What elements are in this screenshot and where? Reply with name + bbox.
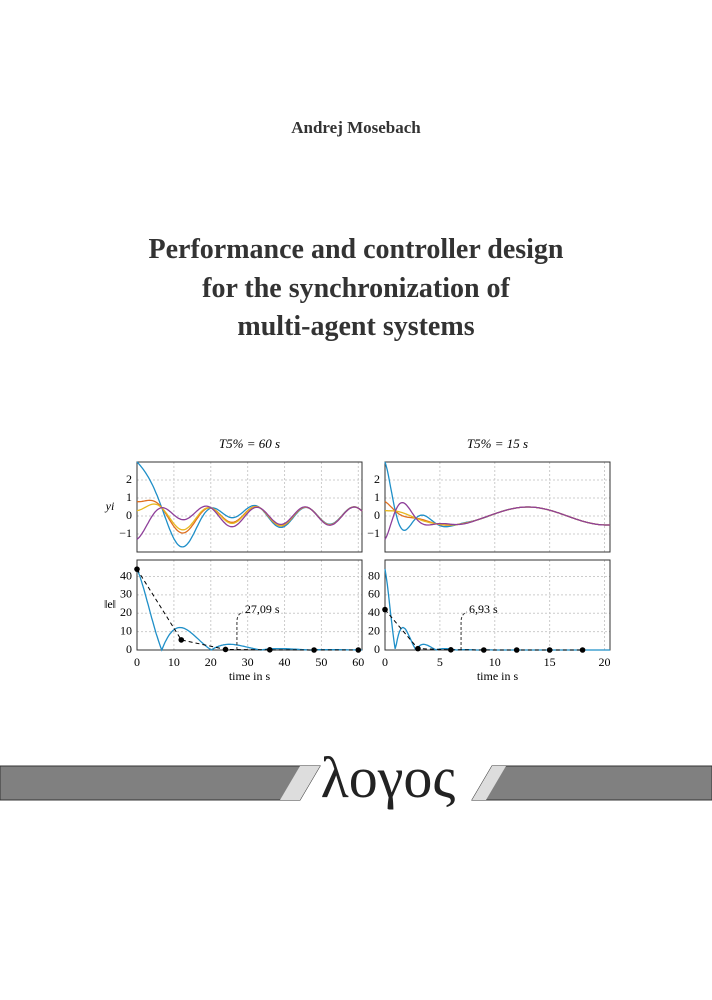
settling-label: 27,09 s — [245, 602, 280, 616]
sample-point — [134, 566, 140, 572]
x-tick-label: 10 — [489, 655, 501, 669]
y-tick-label: 2 — [374, 472, 380, 486]
x-tick-label: 10 — [168, 655, 180, 669]
sample-point — [513, 647, 520, 653]
band-right-tip — [472, 766, 506, 800]
band-left-tip — [280, 766, 320, 800]
panel-title: T5% = 60 s — [219, 436, 280, 451]
publisher-logo: λογος — [321, 745, 456, 810]
y-tick-label: 0 — [374, 508, 380, 522]
band-left — [0, 765, 321, 801]
x-tick-label: 20 — [205, 655, 217, 669]
y-tick-label: 2 — [126, 472, 132, 486]
y-tick-label: 60 — [368, 587, 380, 601]
band-right — [471, 765, 712, 801]
sample-trend — [136, 568, 359, 651]
y-tick-label: 10 — [120, 623, 132, 637]
x-tick-label: 0 — [134, 655, 140, 669]
sample-point — [546, 647, 553, 653]
x-tick-label: 60 — [352, 655, 364, 669]
y-tick-label: 1 — [126, 490, 132, 504]
x-tick-label: 5 — [437, 655, 443, 669]
plot-frame — [136, 559, 363, 651]
y-tick-label: 0 — [126, 508, 132, 522]
settling-label: 6,93 s — [469, 602, 498, 616]
y-tick-label: −1 — [367, 526, 380, 540]
x-tick-label: 0 — [382, 655, 388, 669]
sample-point — [311, 647, 317, 653]
title-line: Performance and controller design — [148, 234, 563, 265]
y-tick-label: 0 — [126, 642, 132, 656]
panel-title: T5% = 15 s — [467, 436, 528, 451]
y-tick-label: 40 — [368, 605, 380, 619]
sample-point — [222, 646, 229, 653]
y-tick-label: 40 — [120, 568, 132, 582]
author: Andrej Mosebach — [291, 118, 421, 137]
plot-frame — [136, 461, 363, 553]
sample-point — [266, 647, 273, 653]
title-line: for the synchronization of — [202, 273, 510, 304]
x-axis-label: time in s — [477, 669, 519, 683]
x-tick-label: 20 — [599, 655, 611, 669]
sample-point — [448, 647, 454, 653]
y-tick-label: 30 — [120, 587, 132, 601]
sample-point — [415, 645, 421, 652]
sample-point — [178, 637, 185, 643]
agent-trajectory — [384, 501, 611, 540]
agent-trajectory — [136, 505, 363, 540]
x-tick-label: 40 — [279, 655, 291, 669]
y-tick-label: 1 — [374, 490, 380, 504]
y-axis-label: ‖e‖ — [104, 597, 116, 611]
sample-point — [355, 647, 362, 653]
plot-frame — [384, 461, 611, 553]
title-line: multi-agent systems — [237, 311, 474, 342]
y-tick-label: 20 — [368, 623, 380, 637]
y-tick-label: 20 — [120, 605, 132, 619]
x-tick-label: 30 — [242, 655, 254, 669]
y-axis-label: yi — [105, 499, 115, 513]
x-tick-label: 15 — [544, 655, 556, 669]
sample-point — [382, 606, 388, 613]
y-tick-label: 0 — [374, 642, 380, 656]
sample-point — [480, 647, 487, 653]
x-axis-label: time in s — [229, 669, 271, 683]
x-tick-label: 50 — [315, 655, 327, 669]
y-tick-label: 80 — [368, 568, 380, 582]
sample-point — [579, 647, 586, 653]
y-tick-label: −1 — [119, 526, 132, 540]
